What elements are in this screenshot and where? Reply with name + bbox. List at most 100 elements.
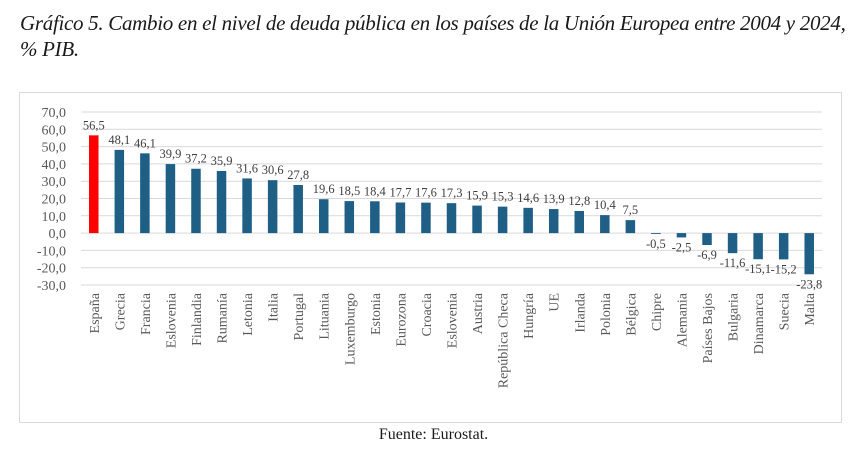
category-label: Bulgaria [727, 292, 742, 341]
category-label: Hungría [522, 292, 537, 339]
data-label: -23,8 [796, 277, 822, 291]
data-label: 17,6 [415, 186, 437, 200]
category-label: Eslovenia [446, 292, 461, 348]
data-label: 13,9 [543, 192, 565, 206]
category-label: Estonia [369, 292, 384, 335]
bar [523, 207, 533, 234]
data-label: 48,1 [108, 133, 130, 147]
data-label: 15,9 [466, 189, 488, 203]
category-labels: España Grecia Francia Eslovenia Finlandia Rum… [88, 292, 818, 388]
data-label: 19,6 [313, 182, 335, 196]
source-note: Fuente: Eurostat. [378, 426, 489, 443]
data-label: 17,7 [389, 185, 411, 199]
bar [778, 233, 789, 260]
category-label: Francia [139, 292, 154, 335]
bar [446, 203, 457, 234]
bar [89, 135, 99, 234]
bar [600, 215, 610, 234]
y-tick-label: 10,0 [42, 210, 67, 225]
category-label: Chipre [650, 293, 665, 331]
data-label: 35,9 [211, 154, 233, 168]
y-tick-label: -20,0 [37, 262, 66, 277]
data-label: -11,6 [720, 256, 746, 270]
data-label: 10,4 [594, 198, 617, 212]
bar [216, 170, 227, 234]
data-label: -15,1 [745, 262, 771, 276]
data-label: 37,2 [185, 152, 207, 166]
data-label: 14,6 [517, 191, 539, 205]
bar [293, 185, 303, 234]
bar [140, 153, 150, 234]
bar [421, 202, 431, 234]
bar [702, 233, 712, 246]
data-label: -6,9 [697, 248, 717, 262]
bar [242, 178, 252, 234]
bar [395, 202, 406, 234]
y-tick-label: 60,0 [42, 123, 67, 138]
category-label: Irlanda [573, 292, 588, 332]
category-label: España [88, 292, 103, 333]
bar [165, 164, 176, 234]
bar [548, 209, 559, 234]
data-label: 15,3 [492, 190, 514, 204]
bar [676, 233, 687, 238]
data-label: -15,2 [771, 262, 797, 276]
category-label: Austria [471, 292, 486, 334]
data-label: 31,6 [236, 161, 258, 175]
bar [344, 201, 355, 234]
data-label: -2,5 [672, 240, 692, 254]
bar [753, 233, 763, 260]
bar [191, 168, 201, 234]
category-label: Portugal [292, 293, 307, 341]
y-tick-label: -10,0 [37, 244, 66, 259]
bar [472, 205, 482, 234]
data-label: -0,5 [646, 237, 666, 251]
bar [267, 180, 278, 234]
bar [804, 233, 814, 275]
bar [574, 210, 585, 234]
category-label: Lituania [318, 292, 333, 339]
y-tick-label: -30,0 [37, 279, 66, 294]
y-axis-ticks: 70,0 60,0 50,0 40,0 30,0 20,0 10,0 0,0 -10,0 -20,… [37, 106, 66, 294]
category-label: Luxemburgo [343, 293, 358, 365]
category-label: Bélgica [624, 292, 639, 336]
y-tick-label: 70,0 [42, 106, 67, 121]
bar [370, 201, 380, 234]
chart-frame [19, 92, 842, 423]
data-label: 30,6 [262, 163, 284, 177]
data-label: 46,1 [134, 136, 156, 150]
y-tick-label: 50,0 [42, 141, 67, 156]
data-label: 56,5 [83, 118, 105, 132]
data-labels: 56,548,1 46,139,9 37,2 35,931,6 30,6 27,8 19,6… [83, 118, 822, 291]
bar [651, 233, 661, 234]
category-label: Suecia [778, 292, 793, 330]
bar [727, 233, 738, 254]
category-label: Países Bajos [701, 293, 716, 363]
gridlines [81, 111, 822, 286]
category-label: Eslovenia [164, 292, 179, 348]
category-label: Italia [267, 292, 282, 322]
category-label: Dinamarca [752, 292, 767, 354]
bars [89, 135, 814, 275]
category-label: Polonia [599, 292, 614, 336]
category-label: Alemania [675, 292, 690, 347]
data-label: 39,9 [159, 147, 181, 161]
data-label: 12,8 [568, 194, 590, 208]
category-label: Croacia [420, 292, 435, 336]
bar [114, 149, 125, 234]
category-label: Rumanía [216, 292, 231, 343]
category-label: Malta [803, 292, 818, 325]
category-label: Letonia [241, 292, 256, 336]
category-label: República Checa [497, 292, 512, 388]
data-label: 17,3 [441, 186, 463, 200]
data-label: 18,5 [338, 184, 360, 198]
bar [625, 220, 636, 234]
category-label: Grecia [113, 292, 128, 330]
y-tick-label: 0,0 [49, 227, 67, 242]
y-tick-label: 30,0 [42, 175, 67, 190]
category-label: Eurozona [394, 292, 409, 346]
y-tick-label: 40,0 [42, 158, 67, 173]
bar [318, 199, 329, 234]
data-label: 18,4 [364, 184, 387, 198]
